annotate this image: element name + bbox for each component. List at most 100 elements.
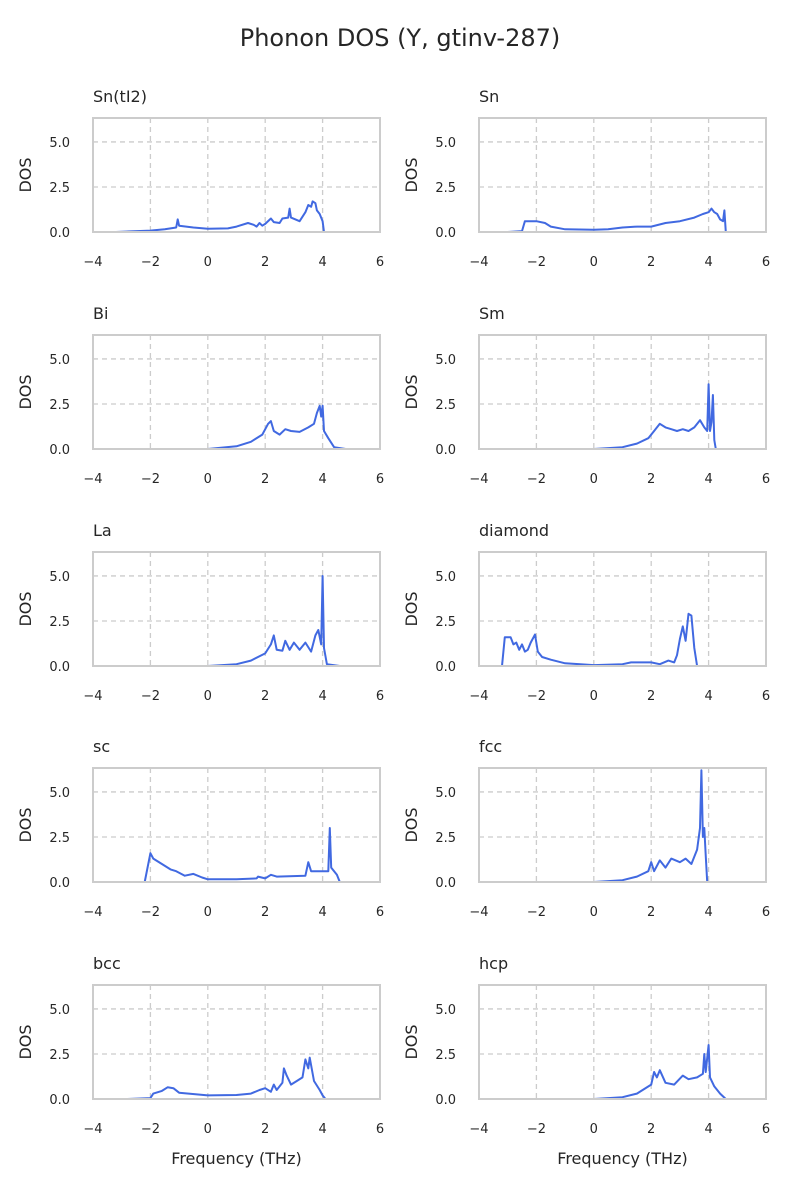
x-tick-label: −2 (141, 905, 160, 920)
axes-frame (92, 551, 381, 667)
x-tick-label: 2 (261, 472, 269, 487)
x-tick-label: 0 (590, 255, 598, 270)
x-tick-label: 6 (376, 255, 384, 270)
x-tick-label: 0 (590, 689, 598, 704)
y-axis-label: DOS (402, 591, 421, 626)
axes-frame (92, 984, 381, 1100)
x-tick-label: −4 (83, 905, 102, 920)
subplot-hcp: −4 −2 0 2 4 6 0.0 2.5 5.0 hcp DOS Frequency (THz) (402, 954, 770, 1168)
x-tick-label: 2 (647, 689, 655, 704)
x-tick-label: −2 (527, 905, 546, 920)
y-tick-label: 0.0 (49, 660, 70, 675)
axes-frame (92, 767, 381, 883)
plot-area (93, 985, 380, 1099)
y-tick-label: 2.5 (435, 831, 456, 846)
y-tick-label: 0.0 (49, 226, 70, 241)
y-tick-label: 0.0 (49, 876, 70, 891)
x-tick-label: −4 (83, 689, 102, 704)
subplot-title: hcp (479, 954, 508, 973)
subplot-sm: −4 −2 0 2 4 6 0.0 2.5 5.0 Sm DOS (402, 304, 770, 487)
y-tick-label: 5.0 (49, 570, 70, 585)
plot-area (479, 768, 766, 882)
subplot-sn-ti2-: −4 −2 0 2 4 6 0.0 2.5 5.0 Sn(tI2) DOS (16, 87, 384, 270)
subplot-title: Bi (93, 304, 108, 323)
subplot-title: Sn(tI2) (93, 87, 147, 106)
x-tick-label: −2 (141, 472, 160, 487)
x-tick-label: 4 (318, 1122, 326, 1137)
subplot-title: diamond (479, 521, 549, 540)
y-tick-label: 0.0 (49, 443, 70, 458)
y-axis-label: DOS (16, 157, 35, 192)
y-tick-label: 2.5 (49, 615, 70, 630)
y-tick-label: 5.0 (49, 136, 70, 151)
x-tick-label: 4 (704, 905, 712, 920)
y-tick-label: 0.0 (49, 1093, 70, 1108)
plot-area (479, 985, 766, 1099)
y-tick-label: 2.5 (49, 398, 70, 413)
plot-area (479, 118, 766, 232)
y-tick-label: 5.0 (49, 1003, 70, 1018)
x-axis-label: Frequency (THz) (557, 1149, 687, 1168)
x-tick-label: 4 (318, 255, 326, 270)
y-tick-label: 2.5 (49, 831, 70, 846)
x-tick-label: 4 (704, 255, 712, 270)
x-tick-label: 0 (204, 1122, 212, 1137)
y-axis-label: DOS (402, 1024, 421, 1059)
x-tick-label: 2 (647, 255, 655, 270)
plot-area (479, 335, 766, 449)
y-tick-label: 0.0 (435, 1093, 456, 1108)
y-axis-label: DOS (16, 374, 35, 409)
y-tick-label: 2.5 (435, 398, 456, 413)
plot-area (93, 552, 380, 666)
subplot-bi: −4 −2 0 2 4 6 0.0 2.5 5.0 Bi DOS (16, 304, 384, 487)
x-tick-label: 2 (647, 472, 655, 487)
x-tick-label: 6 (762, 1122, 770, 1137)
subplot-la: −4 −2 0 2 4 6 0.0 2.5 5.0 La DOS (16, 521, 384, 704)
plot-area (93, 768, 380, 882)
x-tick-label: −4 (469, 472, 488, 487)
plot-area (93, 335, 380, 449)
x-tick-label: 6 (376, 472, 384, 487)
y-axis-label: DOS (402, 157, 421, 192)
x-tick-label: 2 (261, 905, 269, 920)
x-tick-label: 2 (261, 1122, 269, 1137)
axes-frame (92, 334, 381, 450)
x-tick-label: −2 (141, 1122, 160, 1137)
axes-frame (478, 984, 767, 1100)
subplot-sn: −4 −2 0 2 4 6 0.0 2.5 5.0 Sn DOS (402, 87, 770, 270)
y-tick-label: 5.0 (435, 353, 456, 368)
x-tick-label: 6 (762, 689, 770, 704)
y-tick-label: 2.5 (435, 181, 456, 196)
y-tick-label: 5.0 (435, 786, 456, 801)
y-tick-label: 2.5 (49, 1048, 70, 1063)
x-tick-label: −4 (83, 1122, 102, 1137)
x-tick-label: 0 (204, 905, 212, 920)
y-tick-label: 5.0 (435, 570, 456, 585)
x-tick-label: −2 (527, 689, 546, 704)
x-axis-label: Frequency (THz) (171, 1149, 301, 1168)
x-tick-label: −2 (527, 472, 546, 487)
x-tick-label: 2 (647, 905, 655, 920)
x-tick-label: 4 (704, 472, 712, 487)
y-axis-label: DOS (16, 1024, 35, 1059)
y-axis-label: DOS (402, 807, 421, 842)
axes-frame (478, 551, 767, 667)
x-tick-label: 4 (318, 689, 326, 704)
subplot-title: Sn (479, 87, 499, 106)
x-tick-label: 6 (762, 255, 770, 270)
y-tick-label: 5.0 (435, 136, 456, 151)
subplot-diamond: −4 −2 0 2 4 6 0.0 2.5 5.0 diamond DOS (402, 521, 770, 704)
y-axis-label: DOS (16, 807, 35, 842)
x-tick-label: 4 (318, 472, 326, 487)
figure-title: Phonon DOS (Y, gtinv-287) (240, 24, 561, 52)
axes-frame (478, 767, 767, 883)
x-tick-label: −4 (469, 255, 488, 270)
x-tick-label: 4 (704, 689, 712, 704)
x-tick-label: −4 (469, 1122, 488, 1137)
x-tick-label: −4 (469, 905, 488, 920)
axes-frame (478, 117, 767, 233)
dos-line (115, 200, 346, 233)
subplot-title: La (93, 521, 112, 540)
x-tick-label: 0 (590, 905, 598, 920)
